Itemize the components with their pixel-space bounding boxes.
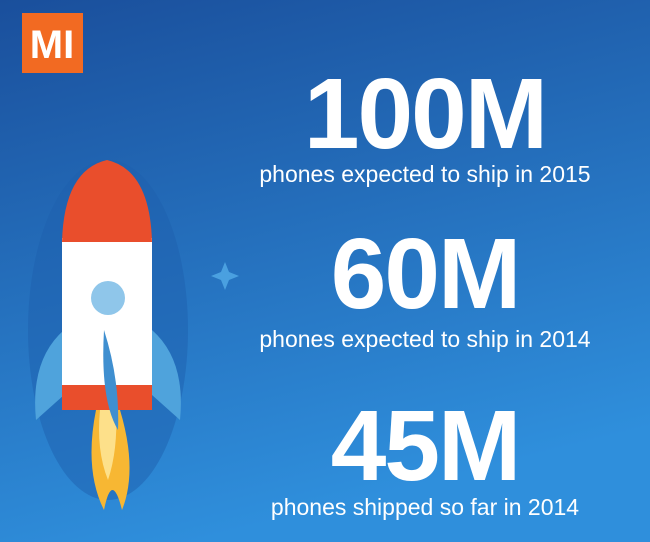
logo: MI <box>22 13 83 73</box>
stat-caption: phones expected to ship in 2015 <box>259 161 590 187</box>
stat-value: 45M <box>331 390 520 502</box>
stat-value: 60M <box>331 218 520 330</box>
sparkle <box>211 262 239 290</box>
fin-center <box>103 330 119 430</box>
rocket <box>28 160 239 510</box>
rocket-window <box>91 281 125 315</box>
logo-box <box>22 13 83 73</box>
stat-caption: phones shipped so far in 2014 <box>271 494 579 520</box>
rocket-nose <box>62 160 152 242</box>
logo-text: MI <box>30 23 74 67</box>
fin-right <box>152 330 181 420</box>
fin-left <box>35 330 64 420</box>
flame-inner <box>99 410 117 480</box>
stat-caption: phones expected to ship in 2014 <box>259 326 590 352</box>
stat-value: 100M <box>304 58 546 170</box>
